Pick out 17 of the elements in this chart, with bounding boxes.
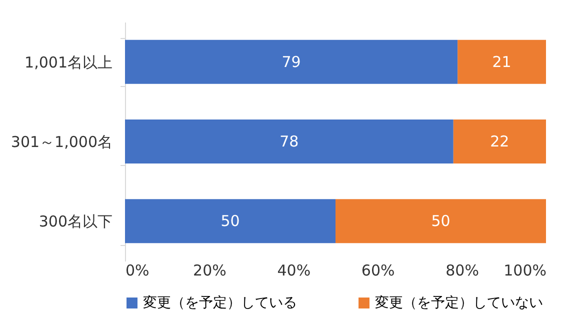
data-label: 22 <box>490 132 510 150</box>
x-tick-label: 80% <box>446 262 479 280</box>
x-tick-label: 40% <box>277 262 311 280</box>
data-label: 50 <box>220 212 240 230</box>
data-label: 78 <box>280 132 299 150</box>
legend-label: 変更（を予定）していない <box>375 295 543 311</box>
data-label: 21 <box>492 52 512 71</box>
y-tick-label: 301～1,000名 <box>10 133 112 151</box>
x-tick-label: 60% <box>361 262 395 280</box>
x-tick-label: 20% <box>193 262 226 280</box>
y-tick-label: 300名以下 <box>38 212 112 231</box>
x-tick-label: 0% <box>126 262 150 280</box>
y-tick-label: 1,001名以上 <box>24 53 112 72</box>
data-label: 79 <box>282 52 301 71</box>
data-label: 50 <box>431 212 450 230</box>
legend-label: 変更（を予定）している <box>143 295 297 311</box>
x-tick-label: 100% <box>504 262 546 280</box>
